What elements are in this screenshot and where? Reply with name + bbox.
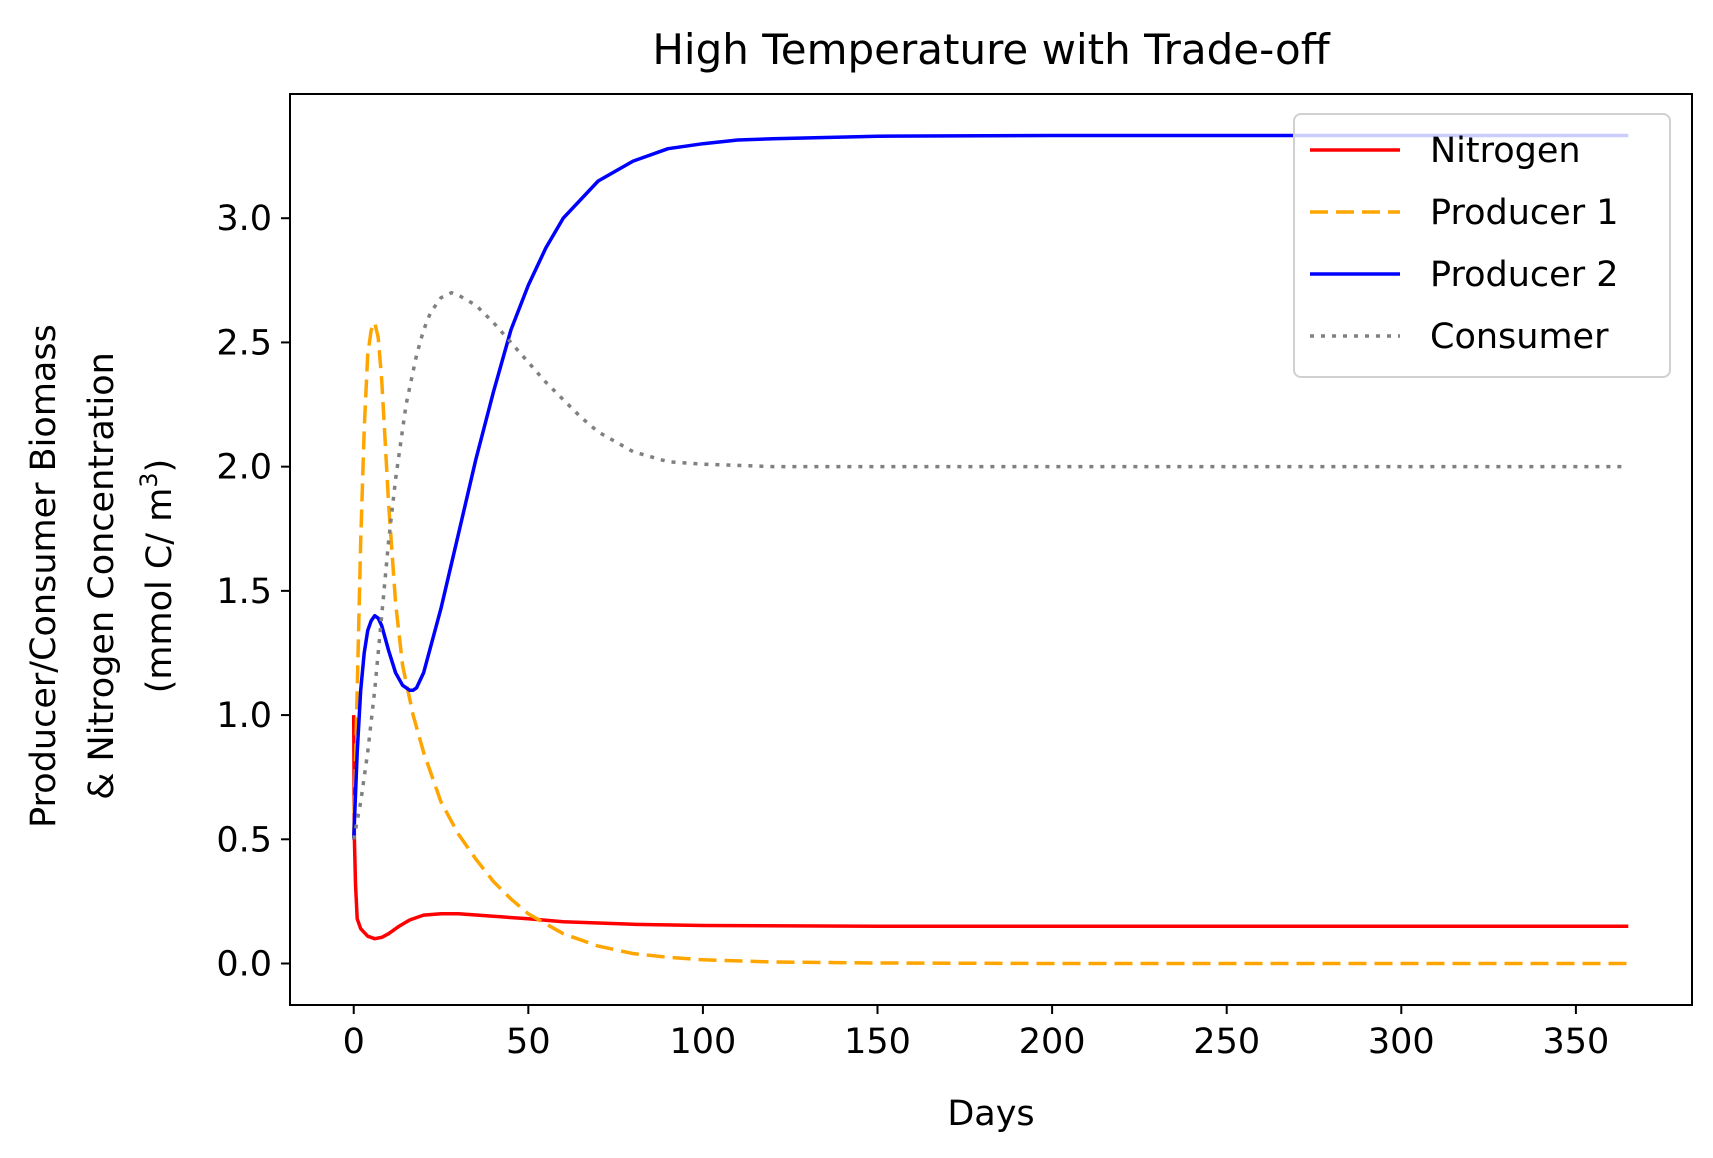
y-tick-label: 0.5 [216,820,272,860]
y-tick-label: 3.0 [216,199,272,239]
series-line-producer-1 [351,320,1629,966]
y-tick-label: 0.0 [216,945,272,985]
legend-label-nitrogen: Nitrogen [1430,131,1581,171]
plot-frame [289,93,1693,1006]
legend: Nitrogen Producer 1 Producer 2 Consumer [1293,113,1671,378]
legend-label-producer-2: Producer 2 [1430,255,1618,295]
y-axis-label-line-2: & Nitrogen Concentration [82,352,122,800]
y-axis-label-unit: (mmol C/ m [140,488,180,694]
y-tick-label: 1.5 [216,572,272,612]
y-axis-label: Producer/Consumer Biomass & Nitrogen Con… [24,324,180,828]
y-axis-label-line-1: Producer/Consumer Biomass [24,324,64,828]
x-tick-label: 100 [670,1022,737,1062]
x-axis: 0 50 100 150 200 250 300 350 [343,1005,1609,1062]
y-axis-label-superscript: 3 [135,472,163,487]
x-tick-label: 0 [343,1022,365,1062]
chart-title: High Temperature with Trade-off [652,25,1330,74]
y-axis: 0.0 0.5 1.0 1.5 2.0 2.5 3.0 [216,199,290,985]
y-tick-label: 2.0 [216,448,272,488]
series-line-consumer [351,290,1629,840]
y-axis-label-line-3: (mmol C/ m3) [135,459,180,694]
y-axis-label-close-paren: ) [140,459,180,473]
legend-label-producer-1: Producer 1 [1430,193,1618,233]
x-tick-label: 350 [1542,1022,1609,1062]
x-tick-label: 50 [506,1022,551,1062]
series-line-producer-2 [351,133,1629,840]
x-tick-label: 150 [844,1022,911,1062]
plot-series [351,133,1629,966]
x-axis-label: Days [947,1094,1034,1134]
x-tick-label: 300 [1368,1022,1435,1062]
y-tick-label: 2.5 [216,323,272,363]
series-line-nitrogen [351,715,1629,941]
x-tick-label: 200 [1019,1022,1086,1062]
legend-label-consumer: Consumer [1430,317,1609,357]
x-tick-label: 250 [1193,1022,1260,1062]
y-tick-label: 1.0 [216,696,272,736]
legend-box [1293,113,1671,378]
